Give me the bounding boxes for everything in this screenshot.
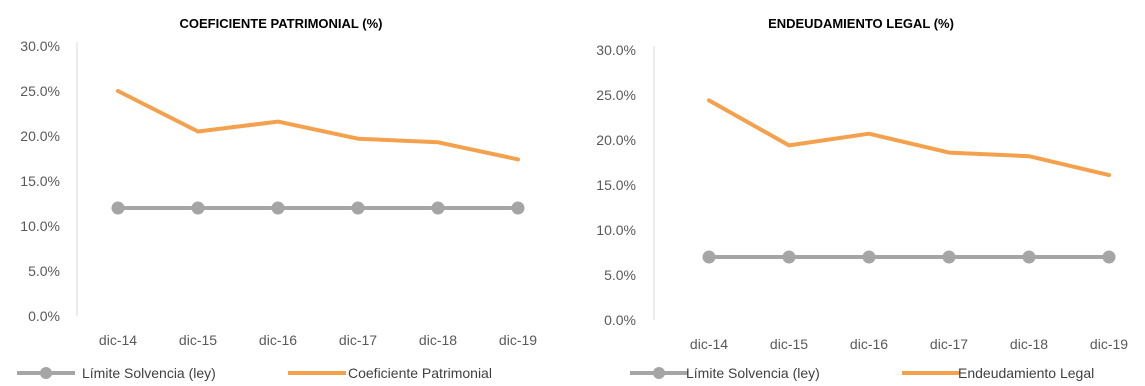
legend-label-series: Coeficiente Patrimonial <box>348 365 492 381</box>
legend-label-series: Endeudamiento Legal <box>958 365 1094 381</box>
chart-1: COEFICIENTE PATRIMONIAL (%) 0.0% 5.0% 10.0%… <box>17 16 537 381</box>
x-tick-label: dic-14 <box>99 332 137 348</box>
limit-series-point <box>1022 250 1036 264</box>
limit-series-point <box>1102 250 1116 264</box>
limit-series-point <box>511 201 525 215</box>
limit-series-point <box>351 201 365 215</box>
x-tick-label: dic-17 <box>339 332 377 348</box>
y-tick-label: 20.0% <box>596 132 636 148</box>
limit-series-point <box>191 201 205 215</box>
x-tick-label: dic-17 <box>930 336 968 352</box>
chart-2: ENDEUDAMIENTO LEGAL (%) 0.0% 5.0% 10.0% 15.0… <box>596 16 1128 381</box>
chart-title: ENDEUDAMIENTO LEGAL (%) <box>768 16 954 31</box>
y-tick-label: 25.0% <box>20 83 60 99</box>
y-tick-label: 20.0% <box>20 128 60 144</box>
x-tick-label: dic-19 <box>499 332 537 348</box>
x-tick-label: dic-15 <box>770 336 808 352</box>
x-tick-label: dic-16 <box>259 332 297 348</box>
x-tick-label: dic-18 <box>1010 336 1048 352</box>
main-series-line <box>707 98 1111 178</box>
legend-limit-marker <box>653 367 665 379</box>
limit-series-point <box>782 250 796 264</box>
limit-series-point <box>271 201 285 215</box>
main-series-line <box>116 89 520 162</box>
legend-limit-marker <box>40 367 52 379</box>
x-tick-label: dic-15 <box>179 332 217 348</box>
limit-series-point <box>862 250 876 264</box>
limit-series-point <box>431 201 445 215</box>
y-tick-label: 0.0% <box>604 312 636 328</box>
chart-title: COEFICIENTE PATRIMONIAL (%) <box>180 16 383 31</box>
x-tick-label: dic-16 <box>850 336 888 352</box>
legend-label-limit: Límite Solvencia (ley) <box>686 365 820 381</box>
x-tick-label: dic-14 <box>690 336 728 352</box>
y-tick-label: 5.0% <box>604 267 636 283</box>
x-tick-label: dic-19 <box>1090 336 1128 352</box>
y-tick-label: 25.0% <box>596 87 636 103</box>
y-tick-label: 10.0% <box>596 222 636 238</box>
x-tick-label: dic-18 <box>419 332 457 348</box>
y-tick-label: 30.0% <box>20 38 60 54</box>
y-tick-label: 15.0% <box>20 173 60 189</box>
limit-series-point <box>702 250 716 264</box>
y-tick-label: 5.0% <box>28 263 60 279</box>
y-tick-label: 0.0% <box>28 308 60 324</box>
y-tick-label: 10.0% <box>20 218 60 234</box>
limit-series-point <box>942 250 956 264</box>
y-tick-label: 15.0% <box>596 177 636 193</box>
limit-series-point <box>111 201 125 215</box>
y-tick-label: 30.0% <box>596 42 636 58</box>
legend-label-limit: Límite Solvencia (ley) <box>82 365 216 381</box>
